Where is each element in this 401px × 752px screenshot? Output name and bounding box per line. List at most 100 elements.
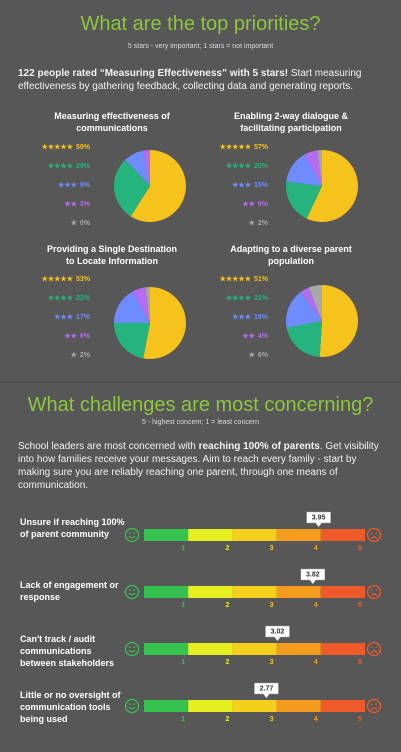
legend-stars: ★: [249, 351, 256, 359]
pie-slice: [286, 321, 322, 357]
legend-entry: ★★★ 15%: [232, 181, 269, 189]
face-icon: [366, 641, 382, 657]
pie-slice: [306, 150, 359, 222]
face-mouth: [370, 650, 378, 653]
legend-stars: ★★★: [232, 181, 252, 189]
legend-value: 59%: [76, 144, 91, 151]
pie-slice: [143, 287, 186, 359]
face-eye: [371, 532, 373, 534]
tick-label: 3: [270, 716, 274, 723]
legend-stars: ★★: [242, 200, 255, 208]
legend-entry: ★★★ 18%: [232, 313, 269, 321]
legend-entry: ★★★★ 20%: [226, 162, 269, 170]
tick-label: 2: [225, 602, 229, 609]
tick-label: 1: [181, 602, 185, 609]
face-eye: [371, 646, 373, 648]
legend-stars: ★★★: [58, 181, 78, 189]
scale-segment: [188, 700, 233, 712]
face-mouth: [128, 706, 136, 710]
pie-slice: [286, 181, 322, 219]
tick-label: 2: [225, 545, 229, 552]
legend-value: 6%: [80, 333, 91, 340]
pie-slice: [319, 285, 359, 357]
face-mouth: [370, 707, 378, 710]
challenge-label: Lack of engagement or response: [20, 580, 119, 602]
face-eye: [133, 646, 135, 648]
tick-label: 5: [358, 545, 362, 552]
scale-segment: [276, 529, 321, 541]
legend-value: 4%: [258, 333, 269, 340]
legend-value: 22%: [76, 295, 91, 302]
legend-entry: ★★ 6%: [242, 200, 268, 208]
pie-slice: [286, 154, 322, 186]
legend-entry: ★★ 3%: [64, 200, 90, 208]
legend-value: 17%: [76, 314, 91, 321]
legend-entry: ★★★★★ 53%: [42, 275, 91, 283]
face-eye: [375, 703, 378, 705]
legend-entry: ★★★ 17%: [54, 313, 91, 321]
legend-value: 6%: [258, 201, 269, 208]
legend-value: 29%: [76, 163, 91, 170]
value-marker: [306, 511, 331, 528]
intro-bold: 122 people rated “Measuring Effectivenes…: [18, 68, 289, 79]
face-eye: [375, 589, 378, 591]
pie-slice: [125, 150, 150, 186]
face-icon: [366, 698, 382, 714]
face-mouth: [370, 536, 378, 539]
legend-stars: ★: [71, 219, 78, 227]
face-eye: [133, 589, 135, 591]
scale-segment: [232, 643, 277, 655]
legend-entry: ★★★★ 21%: [226, 294, 269, 302]
legend-stars: ★: [249, 219, 256, 227]
legend-stars: ★★: [242, 332, 255, 340]
legend-value: 0%: [80, 220, 91, 227]
legend-value: 18%: [254, 314, 269, 321]
scale-segment: [276, 643, 321, 655]
scale-segment: [188, 586, 233, 598]
pie-slice: [300, 287, 322, 321]
legend-stars: ★★: [64, 200, 77, 208]
pie-slice: [143, 150, 150, 186]
scale-segment: [144, 700, 189, 712]
tick-label: 5: [358, 716, 362, 723]
scale-segment: [320, 700, 365, 712]
face-eye: [371, 589, 373, 591]
pie-slice: [132, 287, 150, 323]
legend-stars: ★★★★★: [220, 143, 252, 151]
scale-segment: [232, 529, 277, 541]
intro: 122 people rated “Measuring Effectivenes…: [18, 67, 386, 93]
face-eye: [129, 589, 131, 591]
challenge-label: Unsure if reaching 100% of parent commun…: [20, 517, 125, 539]
tick-label: 4: [314, 602, 318, 609]
legend-value: 9%: [80, 182, 91, 189]
scale-segment: [144, 529, 189, 541]
legend-value: 2%: [80, 352, 91, 359]
scale-segment: [276, 700, 321, 712]
face-eye: [133, 703, 135, 705]
pie-slice: [114, 159, 150, 217]
scale-segment: [276, 586, 321, 598]
legend-stars: ★: [71, 351, 78, 359]
face-eye: [129, 532, 131, 534]
value-marker: [254, 682, 279, 699]
pie-slice: [308, 285, 322, 321]
value-label: 2.77: [260, 685, 274, 692]
tick-label: 2: [225, 716, 229, 723]
pie-slice: [145, 287, 150, 323]
face-mouth: [128, 649, 136, 653]
scale-segment: [232, 586, 277, 598]
legend-stars: ★★★★★: [42, 275, 74, 283]
tick-label: 4: [314, 545, 318, 552]
pie-title: Providing a Single Destination to Locate…: [46, 244, 178, 266]
section-title: What challenges are most concerning?: [27, 394, 374, 416]
pie-slice: [286, 291, 322, 328]
tick-label: 4: [314, 716, 318, 723]
challenge-label: Little or no oversight of communication …: [20, 690, 121, 724]
text-bold: reaching 100% of parents: [198, 441, 320, 452]
value-marker: [265, 625, 290, 642]
legend-value: 20%: [254, 163, 269, 170]
legend-stars: ★★★: [54, 313, 74, 321]
face-icon: [124, 641, 140, 657]
scale-segment: [320, 529, 365, 541]
